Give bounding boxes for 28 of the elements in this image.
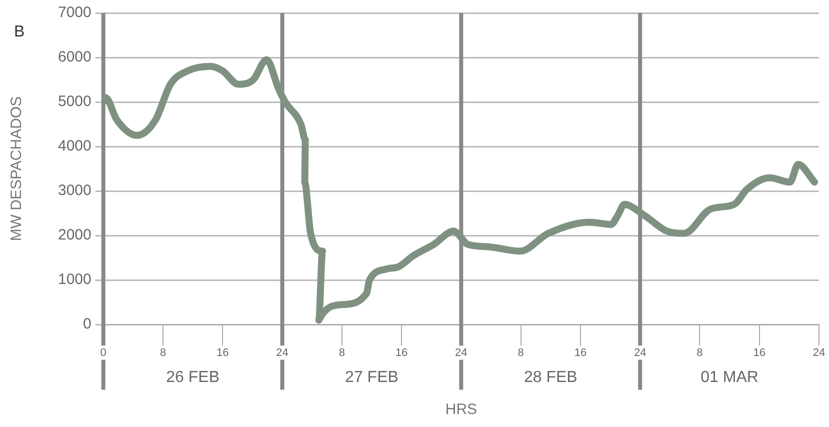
y-tick-label: 0 — [83, 316, 92, 333]
y-tick-label: 6000 — [58, 48, 92, 66]
x-tick-label: 16 — [574, 347, 587, 360]
x-tick-label: 24 — [455, 347, 468, 360]
y-tick-label: 1000 — [58, 271, 92, 288]
y-tick-label: 3000 — [58, 182, 92, 200]
text: B — [14, 23, 25, 40]
x2-tick-label: 26 FEB — [166, 368, 220, 386]
x-tick-label: 24 — [634, 347, 646, 360]
x2-tick-label: 28 FEB — [524, 368, 578, 386]
y-tick-label: 7000 — [58, 4, 92, 22]
x-tick-label: 16 — [753, 347, 766, 360]
y-tick-label: 2000 — [58, 226, 92, 244]
y-tick-label: 4000 — [58, 138, 92, 155]
x-tick-label: 8 — [696, 347, 703, 360]
x2-tick-label: 27 FEB — [345, 368, 398, 386]
y-tick-label: 5000 — [58, 93, 92, 110]
x-tick-label: 24 — [276, 347, 288, 360]
x-tick-label: 8 — [338, 347, 345, 360]
x-tick-label: 8 — [160, 347, 166, 360]
x-tick-label: 16 — [395, 347, 408, 360]
x-tick-label: 8 — [518, 347, 524, 360]
x2-tick-label: 01 MAR — [700, 368, 758, 386]
x-tick-label: 0 — [100, 347, 106, 360]
x-tick-label: 16 — [216, 347, 229, 360]
x-axis-title: HRS — [445, 401, 478, 418]
x-tick-label: 24 — [812, 347, 826, 360]
y-axis-title: MW DESPACHADOS — [8, 96, 26, 242]
